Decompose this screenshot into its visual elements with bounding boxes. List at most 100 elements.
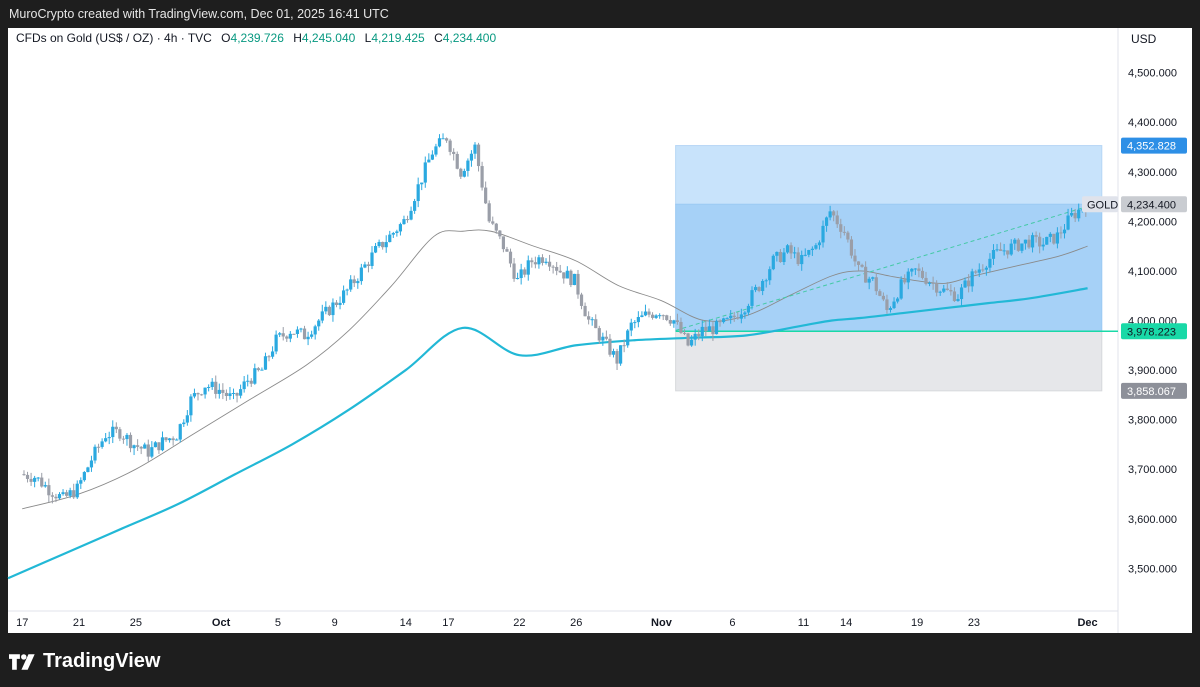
candle-body <box>615 351 619 364</box>
symbol-tag-text: GOLD <box>1087 199 1118 211</box>
candle-body <box>686 333 690 346</box>
candle-body <box>519 269 523 279</box>
close-value: 4,234.400 <box>443 31 497 45</box>
candle-body <box>214 381 218 394</box>
candle-body <box>991 249 996 259</box>
candle-body <box>1013 239 1017 244</box>
y-tick-label: 4,400.000 <box>1128 117 1177 129</box>
candle-body <box>963 280 967 288</box>
candle-body <box>835 215 839 225</box>
candle-body <box>327 306 331 316</box>
grid-layer <box>8 28 1119 633</box>
candle-body <box>82 472 86 481</box>
candle-body <box>984 267 988 270</box>
candle-body <box>36 477 40 479</box>
currency-label[interactable]: USD <box>1131 32 1157 46</box>
candle-body <box>476 144 481 167</box>
candle-body <box>246 380 250 382</box>
candle-body <box>988 258 992 268</box>
candle-body <box>579 294 584 306</box>
candle-body <box>409 210 413 220</box>
footer-bar <box>0 633 1200 687</box>
candle-body <box>796 252 800 265</box>
candle-body <box>1073 213 1077 219</box>
chart-credit-bar: MuroCrypto created with TradingView.com,… <box>0 0 1200 28</box>
candle-body <box>1062 229 1067 234</box>
trend-line <box>675 205 1088 331</box>
candle-body <box>1048 233 1052 237</box>
candle-body <box>363 264 367 268</box>
candle-body <box>324 306 328 312</box>
candle-body <box>789 245 793 254</box>
logo-text: TradingView <box>43 650 161 672</box>
candle-body <box>828 211 832 218</box>
candle-body <box>1041 244 1045 247</box>
candle-body <box>373 246 378 253</box>
candle-body <box>22 474 26 476</box>
candle-body <box>867 278 871 283</box>
candle-body <box>469 153 474 161</box>
chart-credit: MuroCrypto created with TradingView.com,… <box>9 7 389 21</box>
candle-body <box>1034 235 1038 237</box>
candle-body <box>931 282 935 284</box>
x-tick-label: 22 <box>513 617 525 629</box>
candle-body <box>952 291 957 302</box>
candle-body <box>228 393 232 397</box>
candle-body <box>338 302 342 305</box>
candle-body <box>1027 239 1031 248</box>
candle-body <box>700 326 704 337</box>
candle-body <box>345 289 349 291</box>
candle-body <box>295 329 300 334</box>
candle-body <box>167 438 172 441</box>
candle-body <box>267 356 271 358</box>
candle-body <box>416 184 420 202</box>
candle-body <box>714 321 719 335</box>
candle-body <box>516 278 520 280</box>
candle-body <box>1006 250 1010 255</box>
candle-body <box>29 478 33 482</box>
candle-body <box>47 485 51 496</box>
candle-body <box>491 221 495 224</box>
candle-body <box>583 305 587 317</box>
candle-body <box>455 153 459 169</box>
candle-body <box>920 270 925 278</box>
tradingview-logo[interactable]: TradingView <box>9 650 160 673</box>
candle-body <box>132 445 136 449</box>
candle-body <box>487 203 491 222</box>
x-tick-label: 17 <box>442 617 454 629</box>
x-tick-label: 17 <box>16 617 28 629</box>
candle-body <box>885 299 889 310</box>
x-tick-label: 14 <box>840 617 852 629</box>
candle-body <box>555 266 559 271</box>
candle-body <box>611 351 616 355</box>
candle-body <box>547 261 552 267</box>
candle-body <box>682 332 687 334</box>
candle-body <box>650 314 655 318</box>
candle-body <box>64 492 69 496</box>
candle-body <box>441 138 445 140</box>
candle-body <box>395 231 399 234</box>
candle-body <box>895 298 900 302</box>
x-tick-label: Dec <box>1077 617 1097 629</box>
candle-body <box>690 339 694 346</box>
candle-body <box>221 389 225 393</box>
candle-body <box>707 326 711 332</box>
candle-body <box>793 252 797 254</box>
x-tick-label: 11 <box>798 617 809 629</box>
candle-body <box>288 333 292 339</box>
y-tick-label: 3,500.000 <box>1128 563 1177 575</box>
candle-body <box>629 322 633 331</box>
candle-body <box>413 201 417 211</box>
candle-body <box>43 485 47 487</box>
candle-body <box>810 248 814 251</box>
candle-body <box>175 439 179 441</box>
candle-body <box>86 467 90 473</box>
candle-body <box>604 336 608 339</box>
range-zone <box>675 145 1118 392</box>
candle-body <box>253 368 257 384</box>
candle-body <box>949 289 953 292</box>
candle-body <box>842 231 846 233</box>
x-tick-label: 19 <box>911 617 923 629</box>
candle-body <box>384 242 388 248</box>
